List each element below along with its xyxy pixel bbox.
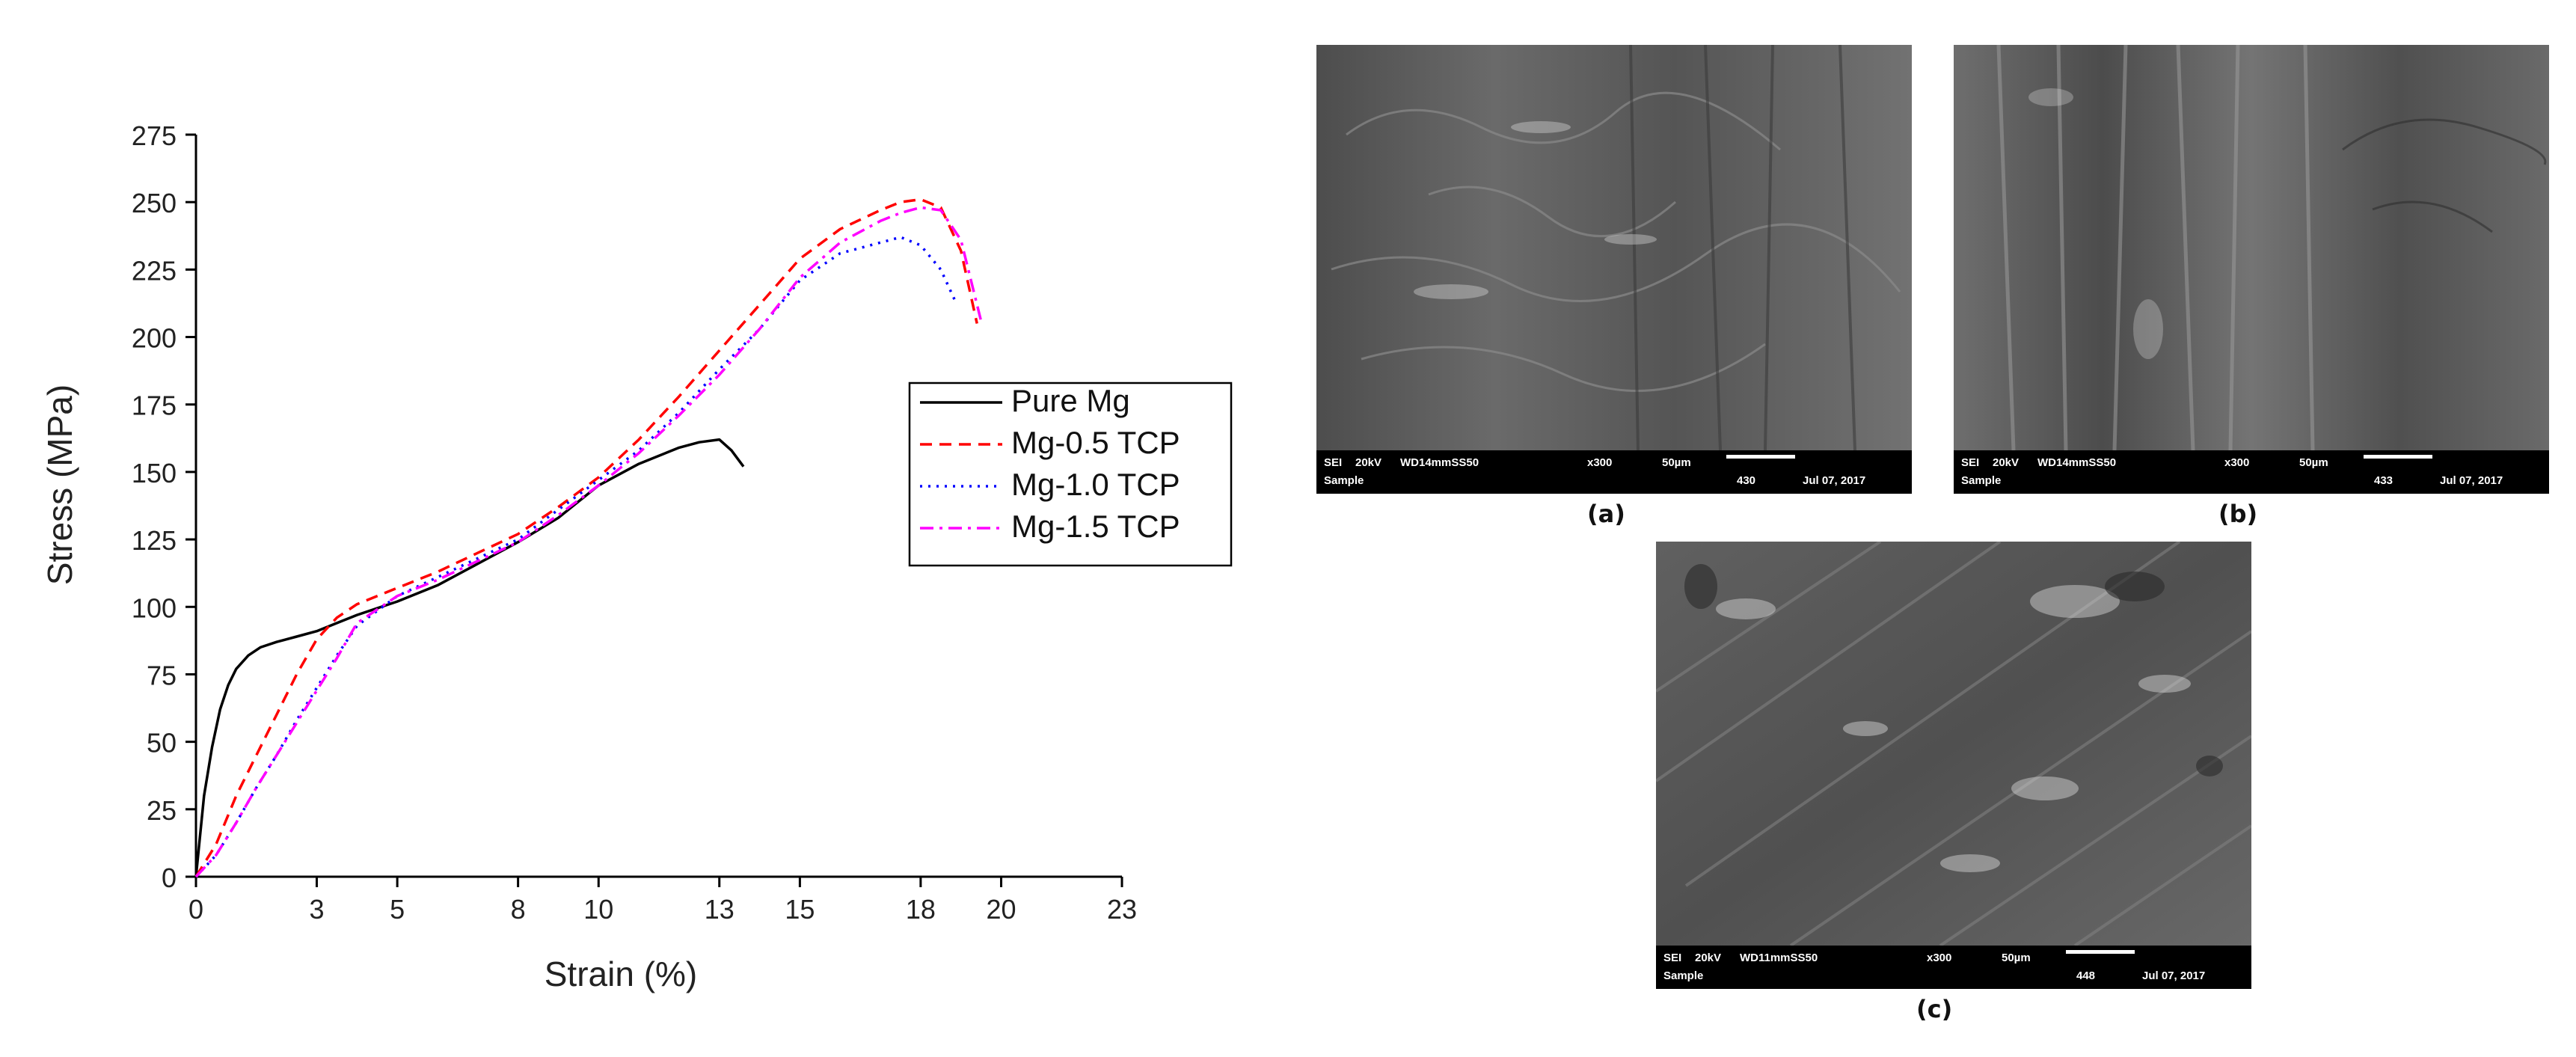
- sem-label: Sample: [1961, 474, 2002, 487]
- sem-voltage: 20kV: [1355, 456, 1382, 469]
- legend-label: Mg-0.5 TCP: [1011, 425, 1180, 460]
- x-tick-label: 5: [390, 894, 405, 925]
- sem-mode: SEI: [1324, 456, 1343, 469]
- chart-svg: 0 25 50 75 100 125 150 175 200 225 250 275 0 3 5 8 10 13 1…: [40, 120, 1233, 993]
- x-tick-label: 0: [188, 894, 203, 925]
- scale-bar: [1726, 455, 1795, 459]
- y-tick-label: 25: [147, 795, 177, 826]
- series-line-4: [194, 206, 983, 878]
- y-tick-label: 175: [132, 390, 177, 421]
- sem-caption-a: (a): [1587, 500, 1625, 528]
- x-tick-label: 23: [1107, 894, 1137, 925]
- series-line-2: [194, 197, 978, 877]
- stress-strain-chart: 0 25 50 75 100 125 150 175 200 225 250 275 0 3 5 8 10 13 1…: [0, 0, 1287, 1053]
- scale-bar: [2066, 950, 2135, 954]
- sem-micrograph-c: [1656, 542, 2251, 946]
- y-tick-label: 275: [132, 120, 177, 151]
- sem-wd: WD14mmSS50: [2037, 456, 2117, 469]
- sem-date: Jul 07, 2017: [1803, 474, 1866, 487]
- y-tick-label: 225: [132, 255, 177, 286]
- y-tick-label: 0: [162, 863, 177, 893]
- sem-image-c: SEI 20kV WD11mmSS50 x300 50µm Sample 448…: [1656, 542, 2251, 989]
- sem-number: 448: [2076, 969, 2096, 982]
- legend-label: Mg-1.5 TCP: [1011, 509, 1180, 544]
- sem-date: Jul 07, 2017: [2142, 969, 2206, 982]
- x-tick-label: 10: [583, 894, 613, 925]
- sem-info-bar-c: SEI 20kV WD11mmSS50 x300 50µm Sample 448…: [1656, 946, 2251, 989]
- sem-scale: 50µm: [1662, 456, 1691, 469]
- sem-scale: 50µm: [2299, 456, 2328, 469]
- sem-micrograph-a: [1316, 45, 1912, 450]
- x-tick-label: 18: [906, 894, 936, 925]
- legend-label: Pure Mg: [1011, 383, 1130, 418]
- sem-voltage: 20kV: [1993, 456, 2020, 469]
- sem-image-a: SEI 20kV WD14mmSS50 x300 50µm Sample 430…: [1316, 45, 1912, 494]
- sem-number: 430: [1737, 474, 1756, 487]
- series-line-1: [194, 438, 745, 877]
- sem-info-bar-a: SEI 20kV WD14mmSS50 x300 50µm Sample 430…: [1316, 450, 1912, 494]
- sem-image-b: SEI 20kV WD14mmSS50 x300 50µm Sample 433…: [1954, 45, 2549, 494]
- sem-caption-b: (b): [2218, 500, 2258, 528]
- sem-label: Sample: [1663, 969, 1704, 982]
- y-axis-label: Stress (MPa): [40, 384, 79, 585]
- sem-wd: WD14mmSS50: [1400, 456, 1479, 469]
- legend-box: [908, 382, 1233, 567]
- sem-mag: x300: [1927, 952, 1952, 964]
- y-tick-label: 75: [147, 660, 177, 690]
- x-tick-label: 13: [705, 894, 735, 925]
- sem-caption-c: (c): [1916, 995, 1953, 1023]
- sem-mode: SEI: [1663, 952, 1682, 964]
- y-tick-label: 200: [132, 323, 177, 354]
- sem-number: 433: [2374, 474, 2393, 487]
- x-axis-label: Strain (%): [545, 955, 697, 993]
- y-tick-label: 100: [132, 592, 177, 623]
- x-tick-label: 3: [309, 894, 324, 925]
- chart-legend: Pure Mg Mg-0.5 TCP Mg-1.0 TCP Mg-1.5 TCP: [908, 382, 1233, 567]
- sem-voltage: 20kV: [1695, 952, 1722, 964]
- y-tick-label: 150: [132, 458, 177, 488]
- x-tick-label: 15: [785, 894, 815, 925]
- sem-wd: WD11mmSS50: [1740, 952, 1818, 964]
- y-tick-label: 125: [132, 525, 177, 556]
- sem-info-bar-b: SEI 20kV WD14mmSS50 x300 50µm Sample 433…: [1954, 450, 2549, 494]
- chart-series-group: [194, 197, 983, 878]
- series-line-3: [194, 236, 958, 878]
- sem-mag: x300: [1587, 456, 1613, 469]
- legend-label: Mg-1.0 TCP: [1011, 467, 1180, 502]
- sem-label: Sample: [1324, 474, 1364, 487]
- sem-scale: 50µm: [2002, 952, 2031, 964]
- sem-mag: x300: [2224, 456, 2250, 469]
- chart-axes: 0 25 50 75 100 125 150 175 200 225 250 275 0 3 5 8 10 13 1…: [132, 120, 1137, 925]
- sem-date: Jul 07, 2017: [2440, 474, 2503, 487]
- y-tick-label: 50: [147, 728, 177, 759]
- x-tick-label: 20: [986, 894, 1016, 925]
- sem-mode: SEI: [1961, 456, 1980, 469]
- scale-bar: [2364, 455, 2432, 459]
- x-tick-label: 8: [511, 894, 526, 925]
- sem-micrograph-b: [1954, 45, 2549, 450]
- y-tick-label: 250: [132, 188, 177, 218]
